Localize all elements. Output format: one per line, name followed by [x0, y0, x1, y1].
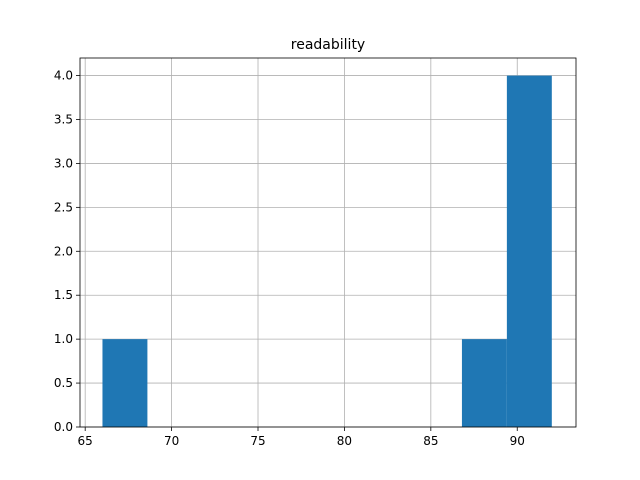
plot-frame	[79, 57, 577, 428]
bar	[506, 75, 552, 428]
x-tick-label: 70	[164, 434, 179, 448]
y-tick-label: 1.5	[54, 288, 73, 302]
x-tick-label: 65	[78, 434, 93, 448]
x-tick-label: 85	[423, 434, 438, 448]
y-tick-label: 0.5	[54, 376, 73, 390]
y-tick-label: 3.5	[54, 113, 73, 127]
bar	[461, 339, 507, 427]
y-tick-label: 2.5	[54, 200, 73, 214]
y-tick-label: 4.0	[54, 69, 73, 83]
x-tick-label: 90	[510, 434, 525, 448]
x-tick-label: 75	[250, 434, 265, 448]
x-tick-label: 80	[337, 434, 352, 448]
bar	[102, 339, 148, 427]
y-tick-label: 0.0	[54, 420, 73, 434]
y-tick-label: 3.0	[54, 156, 73, 170]
y-tick-label: 1.0	[54, 332, 73, 346]
chart-title: readability	[291, 37, 365, 53]
y-tick-label: 2.0	[54, 244, 73, 258]
